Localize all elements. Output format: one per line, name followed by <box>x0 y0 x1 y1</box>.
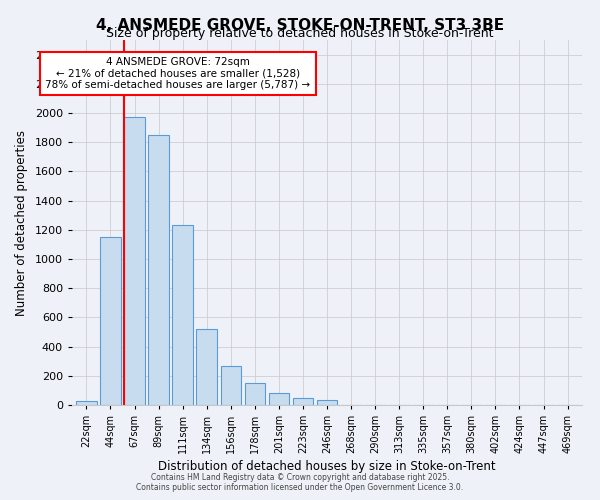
Bar <box>269 392 289 405</box>
Bar <box>172 226 193 405</box>
Bar <box>196 329 217 405</box>
X-axis label: Distribution of detached houses by size in Stoke-on-Trent: Distribution of detached houses by size … <box>158 460 496 473</box>
Bar <box>100 237 121 405</box>
Bar <box>245 383 265 405</box>
Y-axis label: Number of detached properties: Number of detached properties <box>15 130 28 316</box>
Bar <box>124 118 145 405</box>
Bar <box>148 135 169 405</box>
Text: Size of property relative to detached houses in Stoke-on-Trent: Size of property relative to detached ho… <box>106 28 494 40</box>
Bar <box>293 398 313 405</box>
Text: 4 ANSMEDE GROVE: 72sqm
← 21% of detached houses are smaller (1,528)
78% of semi-: 4 ANSMEDE GROVE: 72sqm ← 21% of detached… <box>45 57 310 90</box>
Bar <box>317 400 337 405</box>
Bar <box>76 402 97 405</box>
Text: 4, ANSMEDE GROVE, STOKE-ON-TRENT, ST3 3BE: 4, ANSMEDE GROVE, STOKE-ON-TRENT, ST3 3B… <box>96 18 504 32</box>
Bar <box>221 366 241 405</box>
Text: Contains HM Land Registry data © Crown copyright and database right 2025.
Contai: Contains HM Land Registry data © Crown c… <box>136 473 464 492</box>
